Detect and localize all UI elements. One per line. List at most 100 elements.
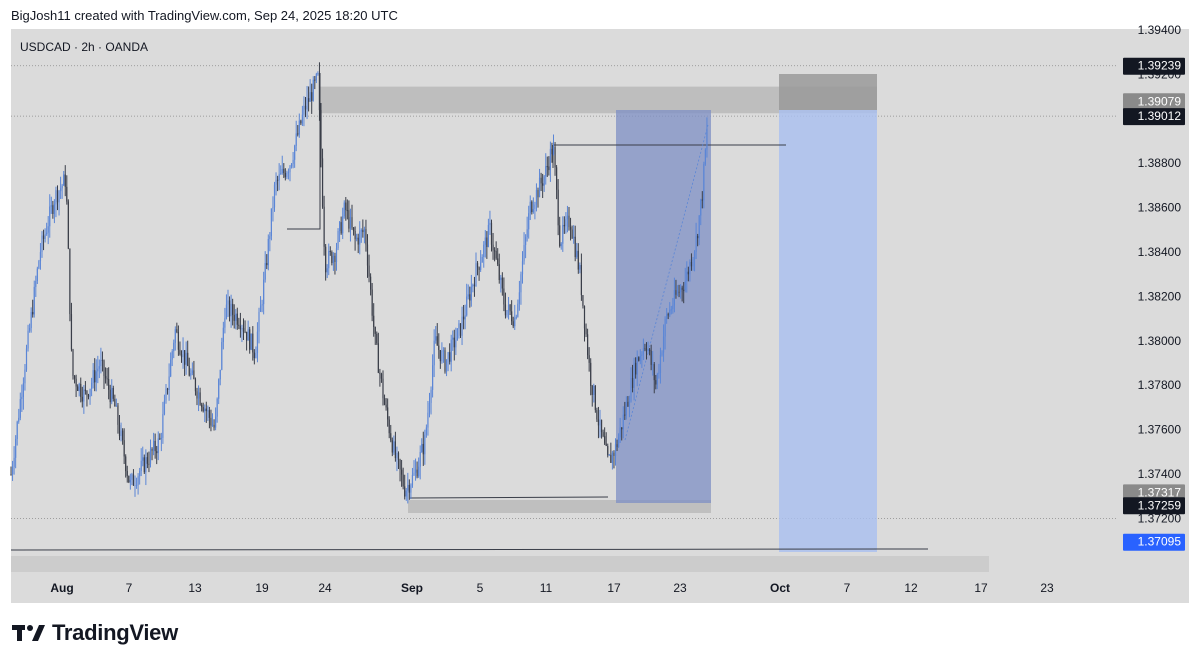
candle-body (236, 313, 238, 325)
candle-body (413, 472, 415, 475)
demand-zone[interactable] (408, 500, 711, 513)
candle-body (459, 323, 462, 336)
candle-body (689, 261, 691, 275)
candle-body (669, 309, 671, 316)
support-line (409, 496, 609, 499)
candle-body (348, 210, 350, 229)
candle-body (145, 457, 147, 473)
candle-body (269, 236, 271, 239)
structure-line-top (287, 73, 321, 230)
candle-body (225, 304, 228, 319)
candle-body (185, 352, 187, 365)
candle-body (421, 443, 423, 452)
candle-body (298, 120, 300, 135)
time-tick-label: 12 (904, 581, 918, 595)
candle-body (287, 172, 290, 174)
candle-body (652, 364, 654, 366)
candle-body (368, 265, 370, 277)
candle-body (656, 373, 658, 385)
candle-body (393, 441, 395, 453)
candle-body (104, 376, 107, 379)
candle-body (314, 79, 316, 81)
target-zone[interactable] (779, 110, 877, 552)
candle-body (297, 133, 299, 135)
candle-body (122, 430, 124, 441)
candle-body (112, 387, 114, 399)
candle-body (531, 201, 533, 213)
candle-body (673, 290, 675, 306)
candle-body (610, 454, 612, 463)
candle-body (33, 286, 35, 315)
candle-body (146, 457, 148, 464)
time-tick-label: 7 (844, 581, 851, 595)
candle-body (447, 352, 449, 360)
candle-body (642, 348, 644, 355)
candle-body (509, 304, 511, 312)
candle-body (92, 370, 94, 383)
candle-body (63, 174, 65, 186)
candle-body (247, 329, 249, 341)
candle-body (411, 474, 414, 486)
candle-body (490, 222, 493, 245)
candle-body (81, 396, 83, 402)
candle-body (438, 345, 440, 351)
tradingview-logo[interactable]: TradingView (12, 620, 178, 646)
candle-body (379, 372, 381, 375)
candle-body (645, 348, 648, 351)
candle-body (373, 315, 375, 327)
candle-body (153, 440, 155, 451)
time-tick-label: 17 (607, 581, 621, 595)
price-label-text: 1.37317 (1138, 485, 1182, 499)
target-top-zone[interactable] (779, 74, 877, 110)
tradingview-logo-text: TradingView (52, 620, 178, 645)
candle-body (700, 199, 702, 216)
candle-body (340, 222, 342, 234)
candle-body (554, 146, 556, 168)
candle-body (489, 222, 491, 225)
candle-body (370, 276, 372, 290)
candle-body (585, 328, 587, 335)
candle-body (590, 362, 592, 386)
candle-body (521, 261, 524, 275)
candle-body (591, 385, 593, 395)
candle-body (649, 349, 651, 351)
candle-body (30, 312, 32, 329)
candle-body (131, 474, 133, 480)
time-tick-label: Sep (401, 581, 423, 595)
candle-body (357, 237, 359, 245)
candle-body (557, 189, 559, 226)
candle-body (469, 294, 471, 301)
candle-body (168, 376, 170, 390)
candle-body (304, 105, 307, 110)
candle-body (149, 448, 152, 464)
candle-body (52, 205, 54, 214)
candle-body (484, 237, 486, 245)
candle-body (328, 250, 330, 269)
candle-body (407, 484, 409, 491)
candle-body (697, 235, 699, 239)
candle-body (424, 434, 426, 455)
candle-body (354, 230, 356, 240)
candle-body (349, 217, 352, 229)
candle-body (289, 166, 291, 173)
candle-body (449, 352, 451, 362)
candle-body (624, 414, 626, 416)
candle-body (455, 340, 457, 348)
candle-body (13, 457, 15, 467)
candle-body (210, 417, 212, 426)
candle-body (165, 388, 167, 401)
candle-body (215, 416, 217, 428)
candle-body (173, 342, 175, 352)
candle-body (197, 392, 200, 399)
candle-body (120, 430, 122, 437)
candle-body (151, 448, 153, 451)
candle-body (402, 474, 404, 487)
candle-body (148, 463, 150, 465)
long-position-zone[interactable] (616, 110, 711, 503)
candle-body (577, 250, 579, 270)
candle-body (690, 261, 693, 267)
candle-body (532, 209, 534, 213)
candle-body (684, 280, 686, 291)
candle-body (91, 382, 93, 390)
